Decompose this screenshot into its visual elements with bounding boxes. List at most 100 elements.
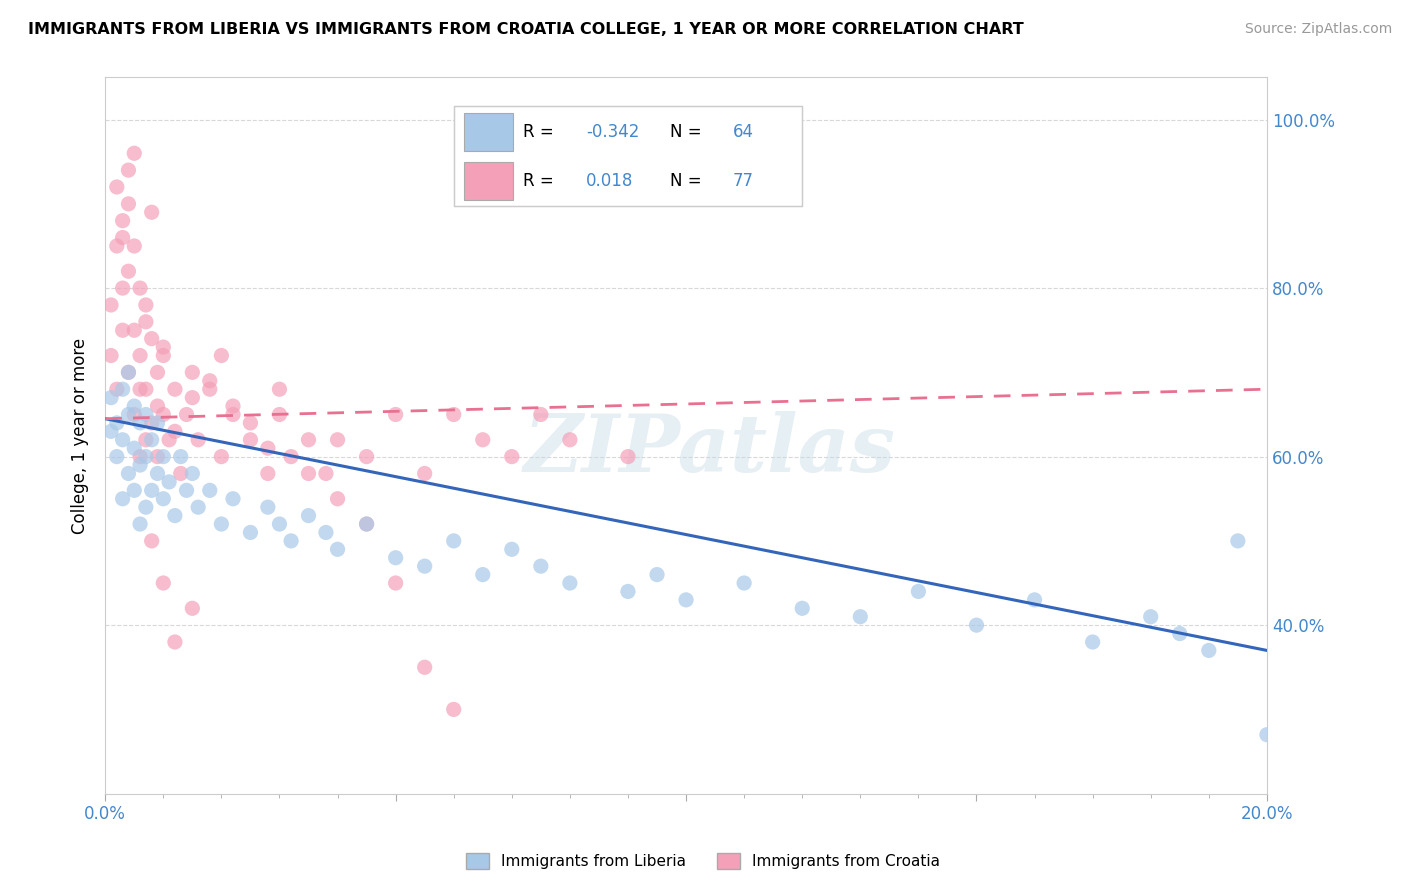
- Point: [384, 550, 406, 565]
- Point: [443, 533, 465, 548]
- Point: [239, 416, 262, 430]
- Point: [100, 391, 122, 405]
- Point: [129, 382, 152, 396]
- Point: [105, 239, 128, 253]
- Point: [209, 349, 232, 363]
- Point: [100, 349, 122, 363]
- Point: [122, 483, 145, 498]
- Y-axis label: College, 1 year or more: College, 1 year or more: [72, 337, 89, 533]
- Point: [530, 559, 553, 574]
- Point: [471, 433, 494, 447]
- Point: [163, 425, 186, 439]
- Point: [122, 323, 145, 337]
- Point: [181, 601, 204, 615]
- Point: [675, 592, 697, 607]
- Point: [187, 433, 209, 447]
- Point: [222, 408, 245, 422]
- Point: [117, 408, 139, 422]
- Text: IMMIGRANTS FROM LIBERIA VS IMMIGRANTS FROM CROATIA COLLEGE, 1 YEAR OR MORE CORRE: IMMIGRANTS FROM LIBERIA VS IMMIGRANTS FR…: [28, 22, 1024, 37]
- Point: [135, 298, 157, 312]
- Point: [100, 425, 122, 439]
- Point: [181, 391, 204, 405]
- Point: [157, 475, 180, 489]
- Point: [558, 576, 581, 591]
- Point: [135, 315, 157, 329]
- Point: [141, 433, 163, 447]
- Point: [209, 450, 232, 464]
- Point: [105, 382, 128, 396]
- Point: [413, 467, 436, 481]
- Point: [141, 483, 163, 498]
- Point: [443, 408, 465, 422]
- Point: [163, 382, 186, 396]
- Point: [269, 382, 291, 396]
- Point: [129, 349, 152, 363]
- Point: [157, 433, 180, 447]
- Point: [356, 516, 378, 531]
- Point: [129, 450, 152, 464]
- Point: [111, 382, 134, 396]
- Point: [122, 408, 145, 422]
- Point: [122, 239, 145, 253]
- Point: [146, 365, 169, 379]
- Point: [141, 332, 163, 346]
- Point: [1168, 626, 1191, 640]
- Point: [209, 516, 232, 531]
- Point: [152, 349, 174, 363]
- Point: [297, 433, 319, 447]
- Point: [111, 230, 134, 244]
- Point: [356, 450, 378, 464]
- Point: [326, 433, 349, 447]
- Point: [111, 323, 134, 337]
- Point: [117, 197, 139, 211]
- Point: [111, 213, 134, 227]
- Point: [105, 416, 128, 430]
- Point: [146, 399, 169, 413]
- Point: [122, 146, 145, 161]
- Point: [733, 576, 755, 591]
- Text: ZIPatlas: ZIPatlas: [523, 411, 896, 489]
- Point: [135, 450, 157, 464]
- Point: [617, 584, 640, 599]
- Point: [198, 382, 221, 396]
- Point: [222, 491, 245, 506]
- Point: [1081, 635, 1104, 649]
- Point: [280, 533, 302, 548]
- Point: [384, 408, 406, 422]
- Legend: Immigrants from Liberia, Immigrants from Croatia: Immigrants from Liberia, Immigrants from…: [460, 847, 946, 875]
- Point: [141, 533, 163, 548]
- Point: [117, 365, 139, 379]
- Text: Source: ZipAtlas.com: Source: ZipAtlas.com: [1244, 22, 1392, 37]
- Point: [384, 576, 406, 591]
- Point: [117, 467, 139, 481]
- Point: [105, 180, 128, 194]
- Point: [1226, 533, 1249, 548]
- Point: [558, 433, 581, 447]
- Point: [413, 660, 436, 674]
- Point: [141, 205, 163, 219]
- Point: [111, 491, 134, 506]
- Point: [152, 408, 174, 422]
- Point: [146, 450, 169, 464]
- Point: [269, 408, 291, 422]
- Point: [443, 702, 465, 716]
- Point: [141, 416, 163, 430]
- Point: [152, 491, 174, 506]
- Point: [111, 281, 134, 295]
- Point: [792, 601, 814, 615]
- Point: [239, 433, 262, 447]
- Point: [163, 508, 186, 523]
- Point: [1024, 592, 1046, 607]
- Point: [135, 382, 157, 396]
- Point: [257, 441, 280, 455]
- Point: [122, 399, 145, 413]
- Point: [105, 450, 128, 464]
- Point: [413, 559, 436, 574]
- Point: [100, 298, 122, 312]
- Point: [117, 264, 139, 278]
- Point: [135, 433, 157, 447]
- Point: [1256, 728, 1278, 742]
- Point: [530, 408, 553, 422]
- Point: [257, 500, 280, 515]
- Point: [239, 525, 262, 540]
